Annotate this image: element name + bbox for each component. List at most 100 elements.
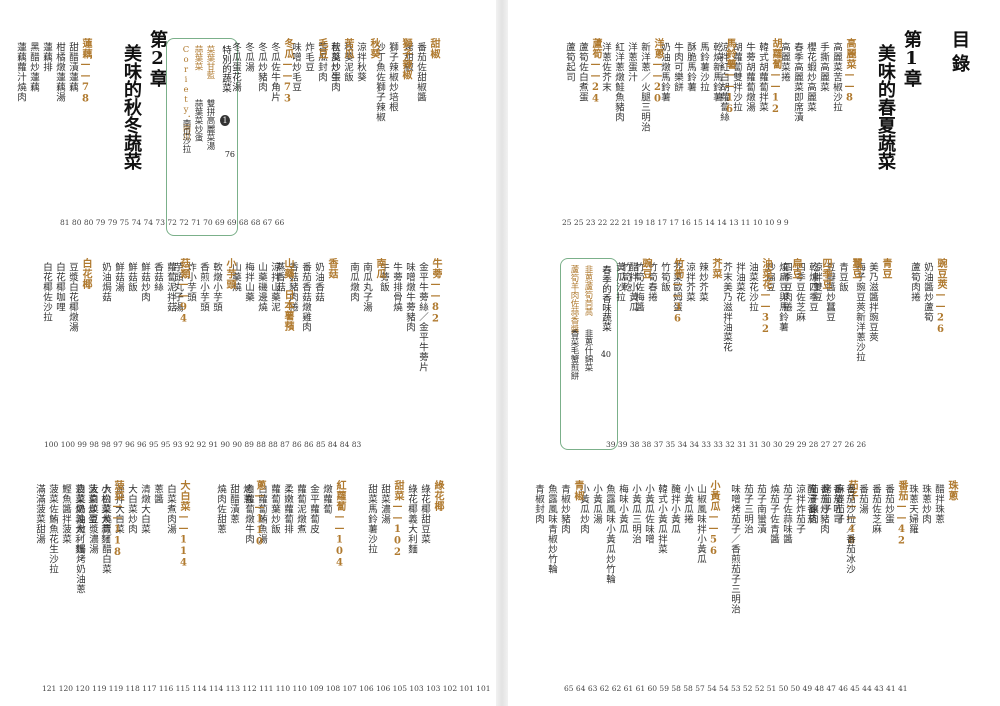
recipe-item[interactable]: 白花椰咖哩	[54, 262, 65, 312]
recipe-item[interactable]: 南瓜燉肉	[348, 262, 359, 302]
recipe-item[interactable]: 南瓜丸子湯	[361, 262, 372, 312]
recipe-item[interactable]: 高麗菜苦椒沙拉	[831, 42, 842, 112]
recipe-item[interactable]: 酥脆馬鈴薯	[685, 42, 696, 92]
recipe-item[interactable]: 梅拌山藥	[243, 262, 254, 302]
recipe-item[interactable]: 香菇絲	[152, 262, 163, 292]
recipe-item[interactable]: 蔥醬	[152, 484, 163, 504]
recipe-item[interactable]: 白蘿蔔鮪魚湯	[256, 484, 267, 544]
recipe-item[interactable]: 青椒封肉	[533, 484, 544, 524]
recipe-item[interactable]: 蓮藕排	[41, 42, 52, 72]
recipe-item[interactable]: 冬瓜炒豬肉	[256, 42, 267, 92]
recipe-item[interactable]: 冬瓜佐牛角片	[269, 42, 280, 102]
recipe-item[interactable]: 蘆筍肉捲	[909, 262, 920, 302]
recipe-item[interactable]: 茄子鑲肉	[807, 484, 818, 524]
recipe-item[interactable]: 蘿蔔泥拌菇	[165, 262, 176, 312]
recipe-item[interactable]: 麻婆茄子	[833, 484, 844, 524]
recipe-item[interactable]: 牛蒡排骨燒	[391, 262, 402, 312]
recipe-item[interactable]: 拌油菜花	[734, 262, 745, 302]
recipe-item[interactable]: 炒扁豆	[764, 262, 775, 292]
recipe-item[interactable]: 秋葵泥飯	[342, 42, 353, 82]
recipe-item[interactable]: 小黃瓜捲	[682, 484, 693, 524]
recipe-item[interactable]: 白菜奶油燉／焗烤奶油蔥	[74, 484, 85, 594]
recipe-item[interactable]: 茄子佐蒜味醬	[781, 484, 792, 544]
recipe-item[interactable]: 豆瓣醬炒蠶豆	[824, 262, 835, 322]
recipe-item[interactable]: 蘆筍佐白煮蛋	[577, 42, 588, 102]
recipe-item[interactable]: 秋葵炒蛋	[329, 42, 340, 82]
recipe-item[interactable]: 鰹魚醬拌菠菜	[60, 484, 71, 544]
recipe-item[interactable]: 梅味小黃瓜	[617, 484, 628, 534]
recipe-item[interactable]: 冬瓜蛋花湯	[230, 42, 241, 92]
recipe-item[interactable]: 新洋蔥／火腿三明治	[639, 42, 650, 132]
recipe-item[interactable]: 菠菜燉義大利麵	[73, 484, 84, 554]
recipe-item[interactable]: 韓式胡蘿蔔拌菜	[757, 42, 768, 112]
recipe-item[interactable]: 韓式小黃瓜拌菜	[656, 484, 667, 554]
recipe-item[interactable]: 菠菜佐鮪魚花生沙拉	[47, 484, 58, 574]
recipe-item[interactable]: 芥末美乃滋拌油菜花	[721, 262, 732, 352]
recipe-item[interactable]: 味噌燉牛蒡豬肉	[404, 262, 415, 332]
recipe-item[interactable]: 春季高麗菜即席漬	[792, 42, 803, 122]
recipe-item[interactable]: 油菜花沙拉	[747, 262, 758, 312]
recipe-item[interactable]: 甜菜濃湯	[379, 484, 390, 524]
recipe-item[interactable]: 小松菜大蒜麵	[99, 484, 110, 544]
recipe-item[interactable]: 白菜煮肉湯	[165, 484, 176, 534]
recipe-item[interactable]: 苦瓜封肉	[316, 42, 327, 82]
recipe-item[interactable]: 白花椰佐沙拉	[41, 262, 52, 322]
recipe-item[interactable]: 牛蒡飯	[378, 262, 389, 292]
recipe-item[interactable]: 涼拌芥菜	[684, 262, 695, 302]
recipe-item[interactable]: 大白菜炒肉	[126, 484, 137, 534]
recipe-item[interactable]: 洋蔥佐芥末	[600, 42, 611, 92]
recipe-item[interactable]: 山藥燒	[230, 262, 241, 292]
recipe-item[interactable]: 高麗菜捲	[779, 42, 790, 82]
recipe-item[interactable]: 梅子豌豆莢新洋蔥沙拉	[854, 262, 865, 362]
recipe-item[interactable]: 手撕高麗菜	[818, 42, 829, 92]
recipe-item[interactable]: 芥菜歐姆蛋	[671, 262, 682, 312]
recipe-item[interactable]: 番茄佐芝麻	[870, 484, 881, 534]
recipe-item[interactable]: 芋頭丸子湯	[172, 262, 183, 312]
recipe-item[interactable]: 番茄沙拉／番茄冰沙	[844, 484, 855, 574]
recipe-item[interactable]: 青椒炒豬肉	[559, 484, 570, 534]
recipe-item[interactable]: 番茄佐甜椒醬	[415, 42, 426, 102]
recipe-item[interactable]: 甜菜馬鈴薯沙拉	[366, 484, 377, 554]
recipe-item[interactable]: 馬鈴薯沙拉	[698, 42, 709, 92]
recipe-item[interactable]: 蘆筍起司	[564, 42, 575, 82]
recipe-item[interactable]: 醋拌珠蔥	[933, 484, 944, 524]
recipe-item[interactable]: 番茄炒蛋	[883, 484, 894, 524]
recipe-item[interactable]: 小黃瓜三明治	[630, 484, 641, 544]
recipe-item[interactable]: 大白菜燒賣／醋白菜	[100, 484, 111, 574]
recipe-item[interactable]: 涼拌山藥泥	[269, 262, 280, 312]
recipe-item[interactable]: 四季豆肉捲	[781, 262, 792, 312]
recipe-item[interactable]: 沙丁魚佐獅子辣椒	[374, 42, 385, 122]
recipe-item[interactable]: 涼拌大白菜	[113, 484, 124, 534]
recipe-item[interactable]: 清燉大白菜	[139, 484, 150, 534]
recipe-item[interactable]: 辣炒芥菜	[697, 262, 708, 302]
recipe-item[interactable]: 蒸香菇	[274, 262, 285, 292]
recipe-item[interactable]: 炸毛豆	[303, 42, 314, 72]
recipe-item[interactable]: 四季豆佐芝麻	[794, 262, 805, 322]
recipe-item[interactable]: 小黃瓜湯	[591, 484, 602, 524]
recipe-item[interactable]: 竹筍乾	[620, 262, 631, 292]
recipe-item[interactable]: 白蘿蔔燉牛肉	[243, 484, 254, 544]
recipe-item[interactable]: 珠蔥天婦羅	[907, 484, 918, 534]
recipe-item[interactable]: 茄子三明治	[742, 484, 753, 534]
recipe-item[interactable]: 番茄吐司	[831, 484, 842, 524]
recipe-item[interactable]: 綠花椰甜豆菜	[419, 484, 430, 544]
recipe-item[interactable]: 燒茄子佐青醬	[768, 484, 779, 544]
recipe-item[interactable]: 番茄炒豬肉	[818, 484, 829, 534]
recipe-item[interactable]: 竹筍春捲	[646, 262, 657, 302]
recipe-item[interactable]: 醋拌小黃瓜	[627, 262, 638, 312]
recipe-item[interactable]: 竹筍飯	[659, 262, 670, 292]
recipe-item[interactable]: 茄子南蠻漬	[755, 484, 766, 534]
recipe-item[interactable]: 乾煸四季豆	[807, 262, 818, 312]
recipe-item[interactable]: 滿滿菠菜甜湯	[34, 484, 45, 544]
recipe-item[interactable]: 涼拌雙豆	[811, 262, 822, 302]
recipe-item[interactable]: 烤蔥	[241, 484, 252, 504]
recipe-item[interactable]: 蘿蔔泥燉煮	[295, 484, 306, 534]
recipe-item[interactable]: 香菇豬肉捲	[287, 262, 298, 312]
recipe-item[interactable]: 牛肉可樂餅	[672, 42, 683, 92]
recipe-item[interactable]: 番茄湯	[857, 484, 868, 514]
recipe-item[interactable]: 珠蔥炒肉	[920, 484, 931, 524]
recipe-item[interactable]: 黑醋炒蓮藕	[28, 42, 39, 92]
recipe-item[interactable]: 甜醋漬蓮藕	[67, 42, 78, 92]
recipe-item[interactable]: 燒扁豆與馬鈴薯	[777, 262, 788, 332]
recipe-item[interactable]: 金平牛蒡絲／金平牛蒡片	[417, 262, 428, 372]
